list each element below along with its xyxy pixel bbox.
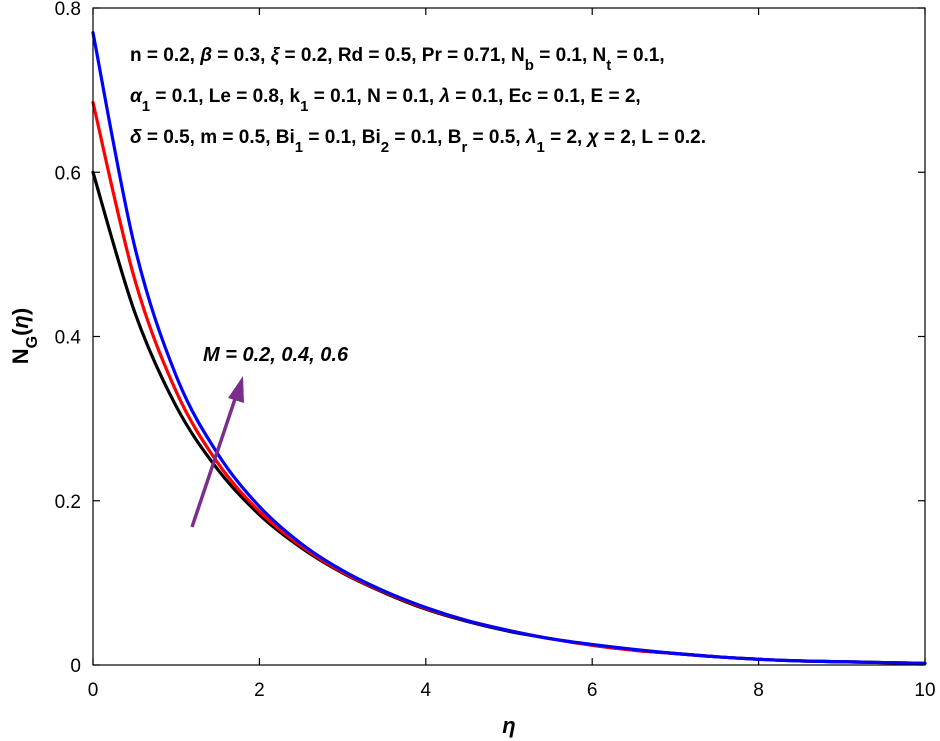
y-tick-label: 0.6 <box>55 163 81 184</box>
y-axis-title: NG(η) <box>8 308 41 364</box>
parameter-line-3: δ = 0.5, m = 0.5, Bi1 = 0.1, Bi2 = 0.1, … <box>130 127 706 156</box>
series-line-2 <box>91 100 927 665</box>
series-group <box>91 31 927 665</box>
y-tick-label: 0.4 <box>55 328 82 349</box>
plot-frame <box>92 7 926 666</box>
x-tick-label: 8 <box>753 680 764 701</box>
y-tick-label: 0 <box>70 656 81 677</box>
parameter-line-2: α1 = 0.1, Le = 0.8, k1 = 0.1, N = 0.1, λ… <box>130 86 641 115</box>
x-axis-title: η <box>502 713 515 738</box>
annotation-label: M = 0.2, 0.4, 0.6 <box>203 344 349 366</box>
y-tick-label: 0.8 <box>55 0 81 20</box>
x-tick-label: 10 <box>914 680 935 701</box>
series-line-1 <box>91 170 927 665</box>
arrow-head <box>228 376 244 403</box>
y-tick-label: 0.2 <box>55 492 81 513</box>
x-tick-label: 0 <box>88 680 99 701</box>
x-tick-label: 6 <box>587 680 598 701</box>
parameter-box: n = 0.2, β = 0.3, ξ = 0.2, Rd = 0.5, Pr … <box>130 45 706 156</box>
x-tick-label: 4 <box>421 680 432 701</box>
direction-arrow <box>190 376 244 528</box>
x-tick-label: 2 <box>254 680 265 701</box>
arrow-shaft <box>190 395 238 528</box>
parameter-line-1: n = 0.2, β = 0.3, ξ = 0.2, Rd = 0.5, Pr … <box>130 45 665 74</box>
series-line-3 <box>91 31 927 665</box>
